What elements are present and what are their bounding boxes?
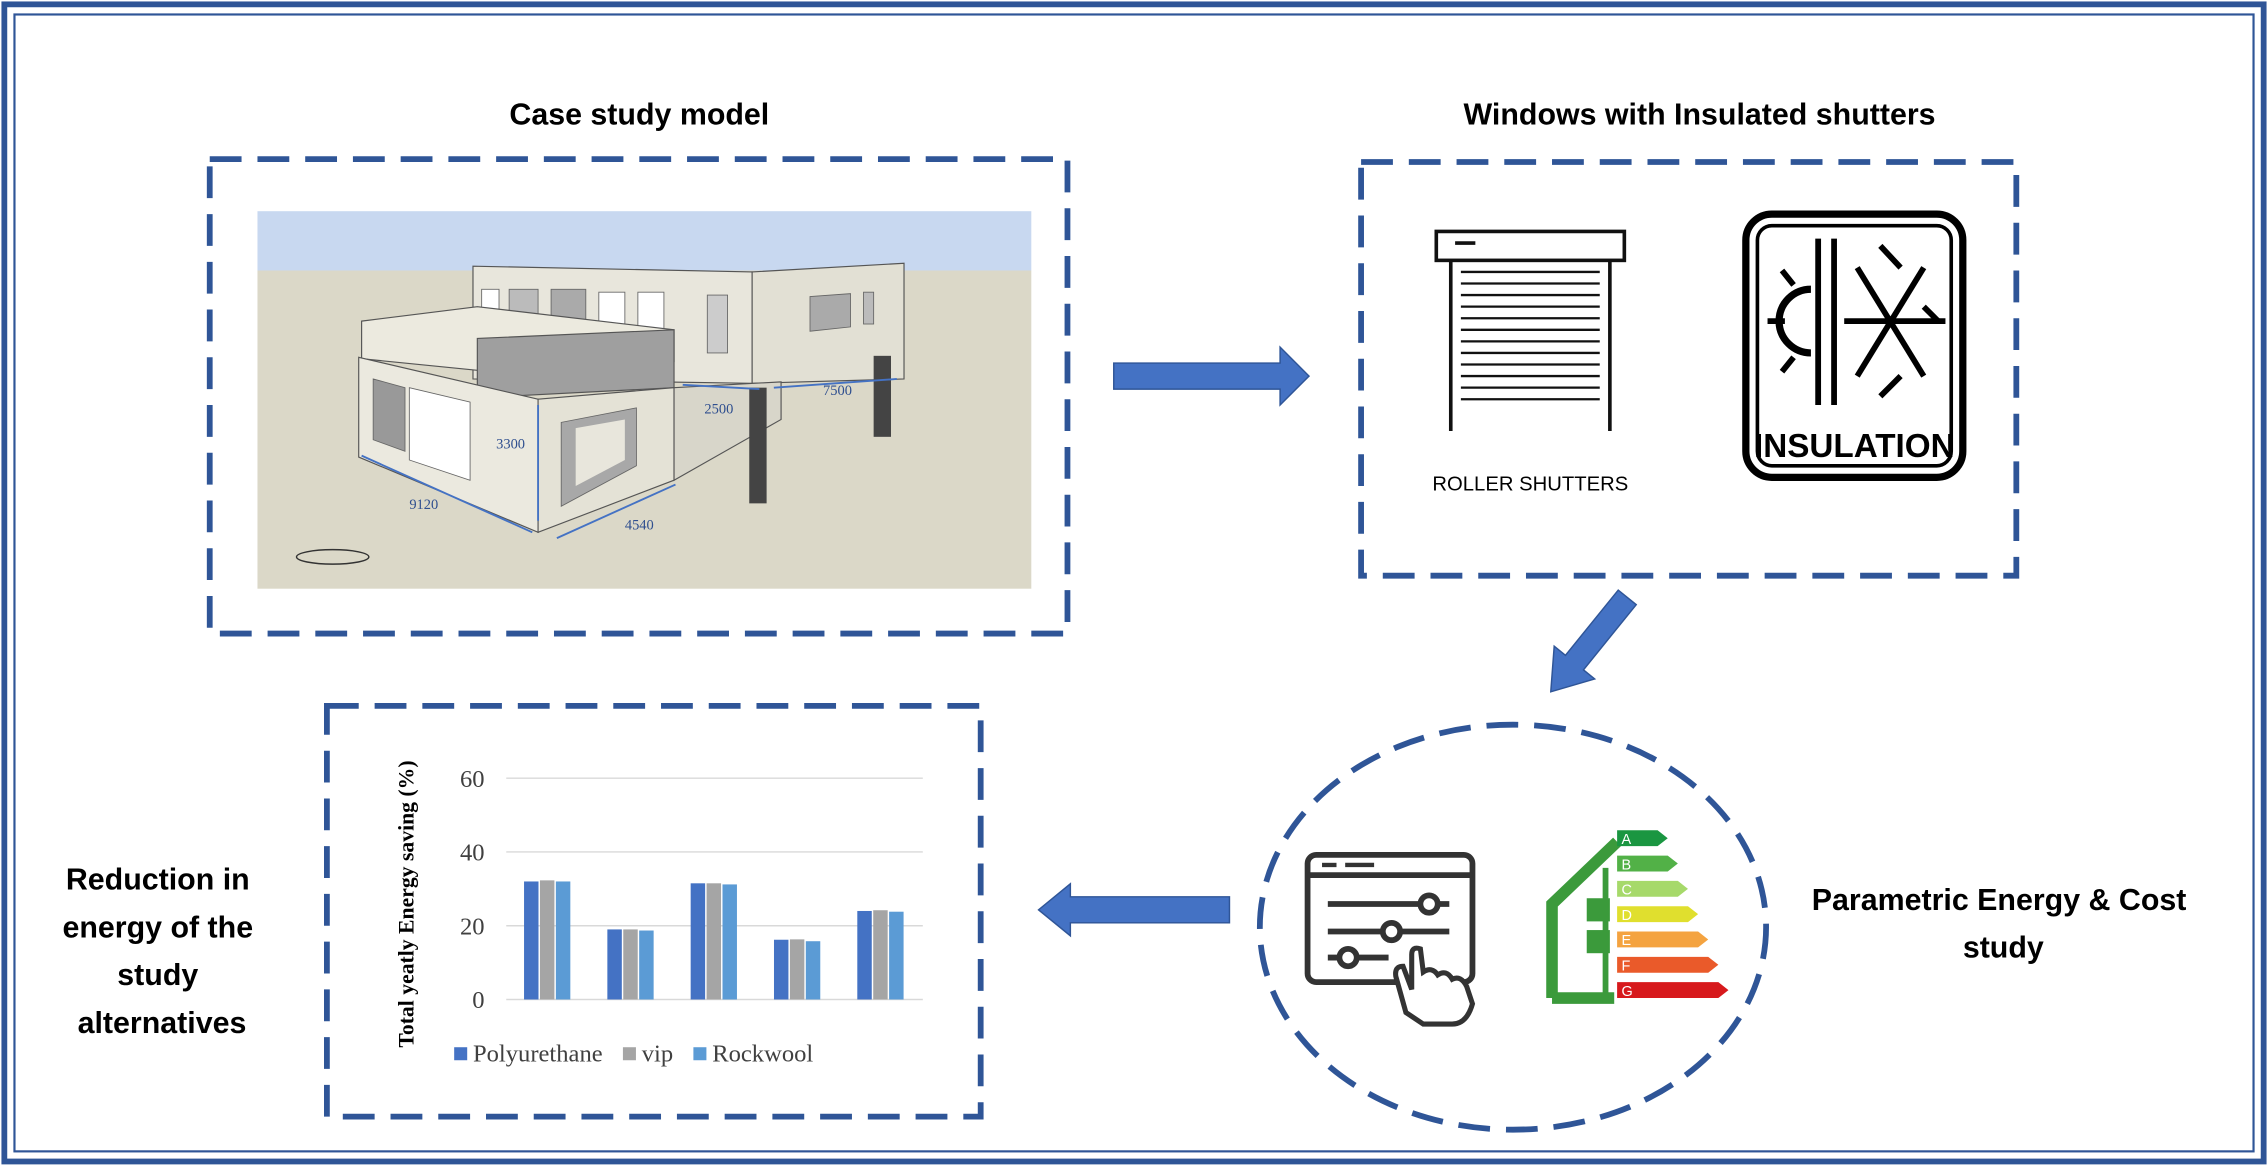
energy-class-label: A <box>1621 832 1631 848</box>
bar <box>873 910 888 1000</box>
energy-class-bar <box>1617 880 1688 897</box>
dimension-label: 3300 <box>496 436 525 452</box>
panel-title: Case study model <box>509 98 769 131</box>
energy-class-bar <box>1617 956 1719 973</box>
energy-class-label: D <box>1621 908 1631 924</box>
panel-frame <box>1358 159 2020 579</box>
bar <box>706 883 722 1000</box>
energy-class-label: F <box>1621 959 1630 975</box>
energy-class-bar <box>1617 982 1729 999</box>
bar <box>789 939 805 1000</box>
arrow <box>1113 345 1311 407</box>
bar <box>805 941 821 1000</box>
dimension-label: 9120 <box>409 497 438 513</box>
legend-swatch <box>454 1047 468 1061</box>
y-tick-label: 20 <box>460 913 485 940</box>
bar <box>690 883 706 1000</box>
energy-class-label: C <box>1621 883 1631 899</box>
legend-swatch <box>622 1047 636 1061</box>
title-line: alternatives <box>78 1007 247 1040</box>
title-line: Reduction in <box>66 864 250 897</box>
legend-swatch <box>693 1047 707 1061</box>
panel-title: Reduction in energy of the study alterna… <box>62 864 261 1040</box>
panel-frame <box>1256 721 1769 1133</box>
inner-border <box>13 13 2255 1153</box>
building-model <box>257 211 1032 589</box>
energy-class-bar <box>1617 830 1668 847</box>
bar <box>722 884 737 1000</box>
panel-title: Windows with Insulated shutters <box>1464 98 1936 131</box>
panel-title: Parametric Energy & Cost study <box>1812 884 2195 965</box>
bar <box>889 911 904 1000</box>
legend-label: Rockwool <box>712 1041 813 1068</box>
y-axis-label: Total yeatly Energy saving (%) <box>395 760 419 1047</box>
energy-class-bar <box>1617 855 1678 872</box>
bar <box>555 881 571 1000</box>
energy-class-bar <box>1617 906 1699 923</box>
energy-class-label: G <box>1621 984 1632 1000</box>
bar <box>524 881 539 1000</box>
insulation-icon <box>1742 210 1967 481</box>
energy-class-label: B <box>1621 857 1631 873</box>
bar <box>623 929 638 1000</box>
y-tick-label: 40 <box>460 840 485 867</box>
bar <box>639 930 654 1000</box>
y-tick-label: 0 <box>472 987 484 1014</box>
title-line: Parametric Energy & Cost <box>1812 884 2187 917</box>
dimension-label: 2500 <box>704 402 733 418</box>
bar <box>539 880 555 1000</box>
energy-class-label: E <box>1621 933 1631 949</box>
dimension-label: 4540 <box>625 517 654 533</box>
arrow <box>1037 882 1231 938</box>
energy-label-icon <box>1546 837 1622 1004</box>
roller-shutter-icon <box>1434 229 1627 432</box>
settings-icon <box>1304 851 1476 1027</box>
icon-label: ROLLER SHUTTERS <box>1432 473 1628 495</box>
bar <box>607 929 622 1000</box>
arrow <box>1549 589 1638 693</box>
title-line: study <box>1963 932 2044 965</box>
title-line: study <box>117 959 198 992</box>
y-tick-label: 60 <box>460 766 485 793</box>
title-line: energy of the <box>62 911 253 944</box>
legend-label: vip <box>642 1041 673 1068</box>
bar <box>857 910 872 1000</box>
energy-class-bar <box>1617 931 1709 948</box>
legend-label: Polyurethane <box>473 1041 603 1068</box>
dimension-label: 7500 <box>823 383 852 399</box>
bar <box>773 939 789 1000</box>
panel-frame <box>323 702 984 1120</box>
icon-label: INSULATION <box>1754 428 1955 465</box>
